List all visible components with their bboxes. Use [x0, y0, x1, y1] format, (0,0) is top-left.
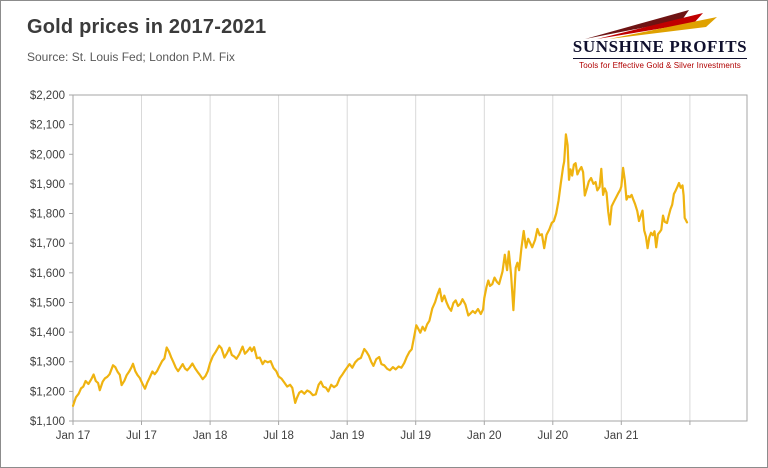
sunshine-profits-logo: SUNSHINE PROFITS Tools for Effective Gol… [567, 9, 753, 70]
y-tick-label: $2,100 [30, 120, 65, 132]
y-tick-label: $1,500 [30, 298, 65, 310]
gold-price-line-chart: $1,100 $1,200 $1,300 $1,400 $1,500 $1,600 $1,7… [30, 90, 748, 442]
x-tick-label: Jul 19 [400, 430, 431, 442]
x-tick-label: Jul 17 [126, 430, 157, 442]
y-tick-label: $1,100 [30, 416, 65, 428]
vertical-gridlines [141, 95, 691, 421]
page-title: Gold prices in 2017-2021 [27, 16, 267, 38]
x-tick-label: Jul 20 [537, 430, 568, 442]
y-tick-label: $1,400 [30, 327, 65, 339]
x-tick-label: Jan 20 [467, 430, 502, 442]
logo-divider [573, 58, 747, 59]
y-tick-label: $1,800 [30, 209, 65, 221]
y-tick-label: $1,200 [30, 386, 65, 398]
x-axis: Jan 17 Jul 17 Jan 18 Jul 18 Jan 19 Jul 19 Jan … [56, 421, 691, 442]
logo-brand-text: SUNSHINE PROFITS [572, 37, 748, 56]
y-tick-label: $1,700 [30, 238, 65, 250]
y-tick-label: $1,900 [30, 179, 65, 191]
chart-source: Source: St. Louis Fed; London P.M. Fix [27, 50, 235, 64]
y-tick-label: $2,000 [30, 149, 65, 161]
y-axis: $1,100 $1,200 $1,300 $1,400 $1,500 $1,600 $1,7… [30, 90, 73, 428]
plot-border [72, 94, 748, 422]
logo-tagline: Tools for Effective Gold & Silver Invest… [579, 61, 741, 70]
y-tick-label: $1,600 [30, 268, 65, 280]
x-tick-label: Jan 17 [56, 430, 91, 442]
y-tick-label: $1,300 [30, 357, 65, 369]
logo-arrows-icon [585, 10, 717, 39]
x-tick-label: Jul 18 [263, 430, 294, 442]
x-tick-label: Jan 18 [193, 430, 228, 442]
y-tick-label: $2,200 [30, 90, 65, 102]
x-tick-label: Jan 21 [604, 430, 639, 442]
gold-price-series [71, 133, 689, 407]
x-tick-label: Jan 19 [330, 430, 365, 442]
